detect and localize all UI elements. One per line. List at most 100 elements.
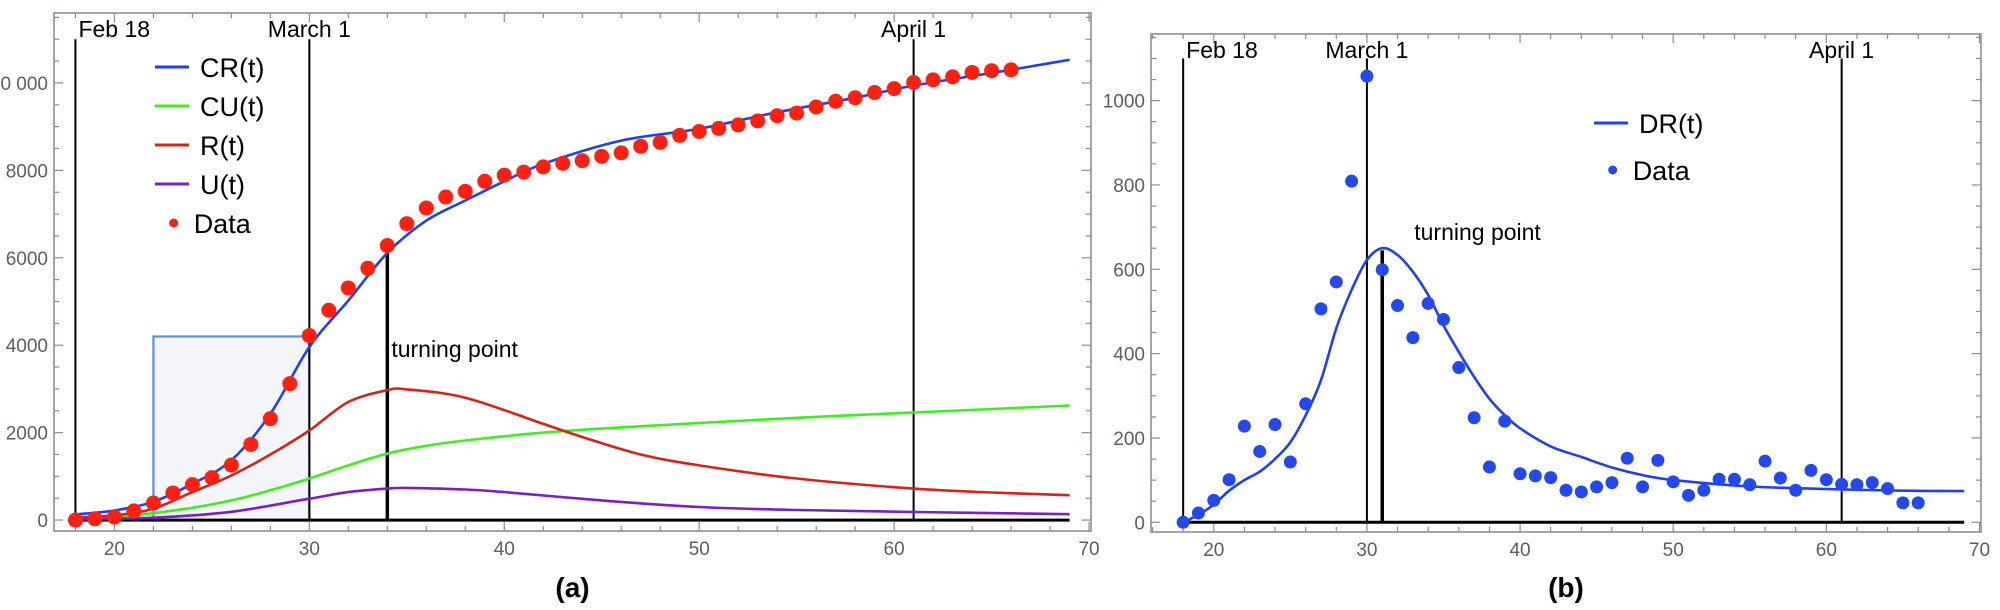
x-tick-label: 60 [1816,540,1837,561]
data-point [223,457,239,473]
x-tick-label: 40 [494,539,515,560]
data-point [1345,174,1359,188]
data-point [925,72,941,88]
data-point [496,167,512,183]
data-point [87,511,103,527]
data-point [691,123,707,139]
legend-label: DR(t) [1639,109,1703,139]
date-marker-label: April 1 [1809,37,1874,63]
legend-swatch-dot [169,218,179,228]
data-point [1329,275,1343,289]
y-tick-label: 800 [1113,176,1145,197]
data-point [945,69,961,85]
data-point [1237,419,1251,433]
data-point [1850,478,1864,492]
series-line-cut [75,404,1070,521]
x-tick-label: 50 [1663,540,1684,561]
panel-label: (a) [555,572,589,603]
turning-point-label: turning point [391,336,518,362]
date-marker-label: Feb 18 [1186,37,1258,63]
x-tick-label: 50 [689,539,710,560]
data-point [1758,454,1772,468]
data-point [1835,477,1849,491]
y-tick-label: 6000 [6,249,48,270]
legend-swatch-dot [1608,165,1618,175]
data-point [379,238,395,254]
data-point [1406,331,1420,345]
data-point [867,85,883,101]
data-point [1191,506,1205,520]
data-point [301,328,317,344]
legend: CR(t) CU(t) R(t) U(t) Data [155,53,264,239]
data-point [1544,471,1558,485]
data-point [1528,469,1542,483]
y-tick-label: 0 [37,511,48,532]
data-point [1299,397,1313,411]
data-point [145,495,161,511]
series-line-drt [1182,246,1965,524]
data-point [282,376,298,392]
x-tick-label: 20 [1203,540,1224,561]
data-point [1498,414,1512,428]
data-point [1574,485,1588,499]
x-tick-label: 30 [299,539,320,560]
x-tick-label: 70 [1969,540,1990,561]
data-point [1911,496,1925,510]
data-point [165,485,181,501]
y-tick-label: 8000 [6,161,48,182]
x-tick-label: 70 [1078,539,1099,560]
data-point [106,509,122,525]
legend: DR(t) Data [1594,109,1703,186]
legend-label: Data [194,209,252,239]
data-point [1727,472,1741,486]
data-point [1682,488,1696,502]
data-point [535,159,551,175]
data-point [574,153,590,169]
panel-label: (b) [1548,572,1584,603]
data-point [886,81,902,97]
y-tick-label: 400 [1113,345,1145,366]
data-point [1896,496,1910,510]
data-point [1375,263,1389,277]
data-point [1865,476,1879,490]
data-point [984,63,1000,79]
y-tick-label: 600 [1113,260,1145,281]
data-point [1620,451,1634,465]
data-point [1804,463,1818,477]
data-point [1421,296,1435,310]
data-point [1268,417,1282,431]
data-point [555,155,571,171]
data-point [1666,475,1680,489]
date-marker-label: April 1 [881,16,946,42]
legend-label: CR(t) [200,53,264,83]
data-point [1819,473,1833,487]
x-tick-label: 30 [1356,540,1377,561]
chart-panel-a: 20 30 40 50 60 70 0 2000 4000 6000 8000 10 000 Feb 1… [0,12,1100,603]
data-point [1590,480,1604,494]
data-point [652,134,668,150]
data-point [769,108,785,124]
data-point [1881,482,1895,496]
data-point [1222,473,1236,487]
data-point [1636,480,1650,494]
series-line-ut [75,486,1070,521]
data-point [1176,515,1190,529]
data-point [438,189,454,205]
data-point [1773,471,1787,485]
data-point [1003,62,1019,78]
data-point [477,173,493,189]
data-point [204,470,220,486]
data-point [1743,478,1757,492]
data-point [1207,493,1221,507]
data-point [1360,69,1374,83]
date-marker-label: March 1 [1325,37,1408,63]
y-tick-label: 4000 [6,336,48,357]
data-point [828,93,844,109]
y-tick-label: 200 [1113,429,1145,450]
data-point [1651,453,1665,467]
x-tick-label: 20 [104,539,125,560]
legend-label: Data [1633,156,1691,186]
x-tick-label: 60 [884,539,905,560]
data-point [126,503,142,519]
data-point [672,127,688,143]
